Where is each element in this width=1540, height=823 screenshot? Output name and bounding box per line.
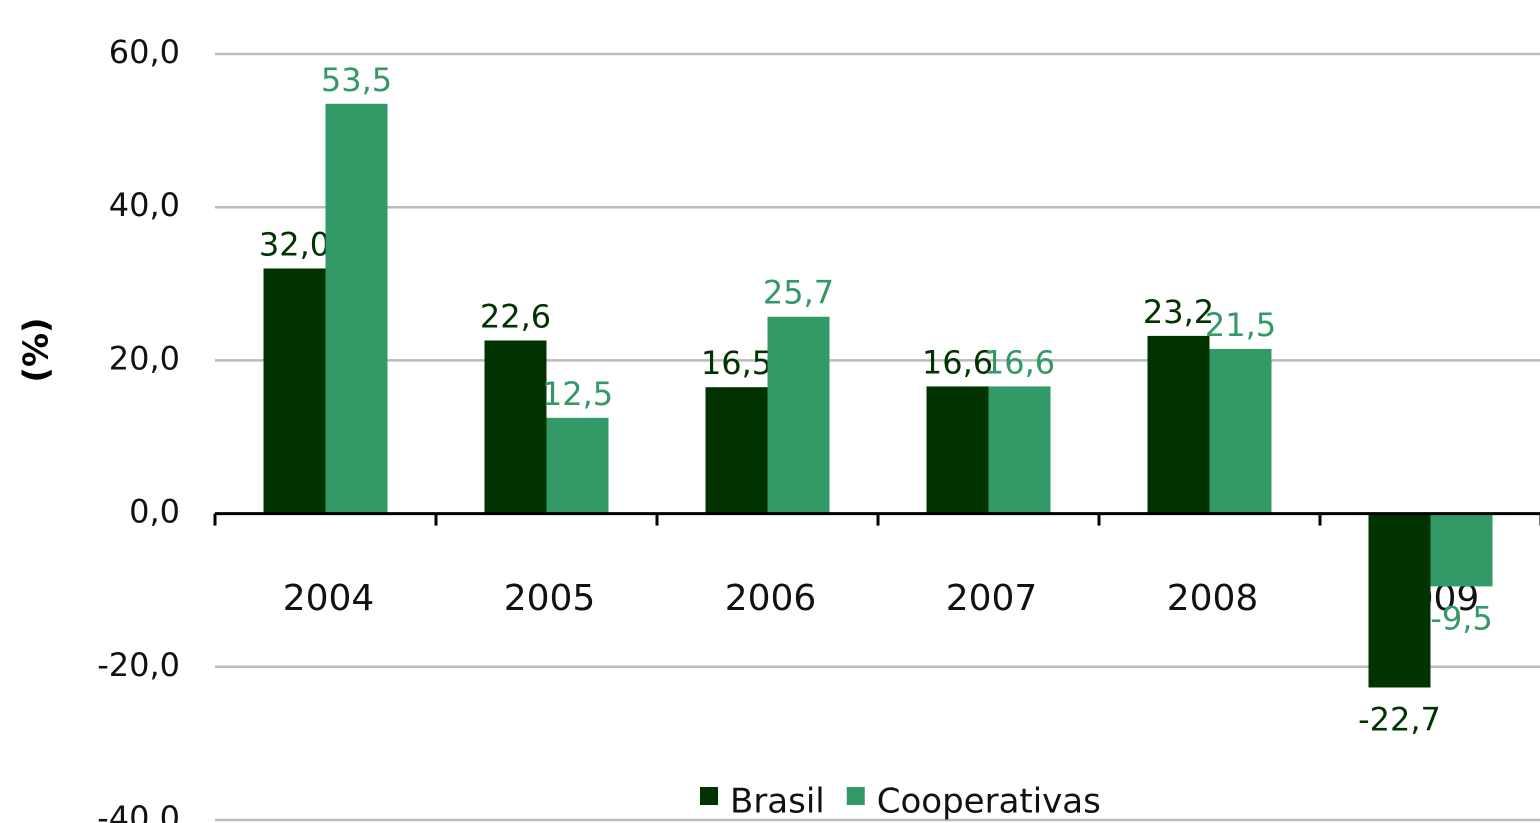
bar — [988, 386, 1051, 514]
bar — [1430, 513, 1493, 587]
bar — [926, 386, 989, 514]
x-tick-label: 2004 — [283, 578, 375, 619]
data-label: 16,6 — [984, 343, 1055, 381]
data-label: 12,5 — [542, 375, 613, 413]
bar — [1147, 335, 1210, 514]
legend-swatch — [700, 787, 718, 805]
x-tick-label: 2008 — [1167, 578, 1259, 619]
data-label: -22,7 — [1358, 700, 1441, 738]
data-label: 22,6 — [480, 297, 551, 335]
legend-swatch — [846, 787, 865, 805]
y-tick-label: 0,0 — [129, 493, 180, 531]
y-tick-label: -40,0 — [97, 799, 180, 823]
bar — [767, 316, 830, 514]
y-axis-label: (%) — [17, 317, 57, 382]
data-label: 53,5 — [321, 61, 392, 99]
bar — [484, 340, 547, 514]
bar — [705, 387, 768, 514]
y-tick-label: 40,0 — [109, 186, 180, 224]
data-label: 25,7 — [763, 274, 834, 312]
bar — [1209, 348, 1272, 514]
y-tick-label: 60,0 — [109, 33, 180, 71]
y-tick-label: -20,0 — [97, 646, 180, 684]
y-tick-label: 20,0 — [109, 339, 180, 377]
x-tick-label: 2006 — [725, 578, 817, 619]
bar — [1368, 513, 1431, 688]
x-tick-label: 2005 — [504, 578, 596, 619]
x-tick-label: 2007 — [946, 578, 1038, 619]
legend-label: Brasil — [730, 782, 825, 822]
data-label: 23,2 — [1143, 293, 1214, 331]
data-label: -9,5 — [1430, 599, 1492, 637]
bar — [263, 268, 326, 514]
data-label: 32,0 — [259, 225, 330, 263]
bar — [325, 103, 388, 514]
legend-label: Cooperativas — [877, 782, 1101, 822]
data-label: 16,5 — [701, 344, 772, 382]
bar — [546, 417, 609, 514]
data-label: 16,6 — [922, 343, 993, 381]
data-label: 21,5 — [1205, 306, 1276, 344]
